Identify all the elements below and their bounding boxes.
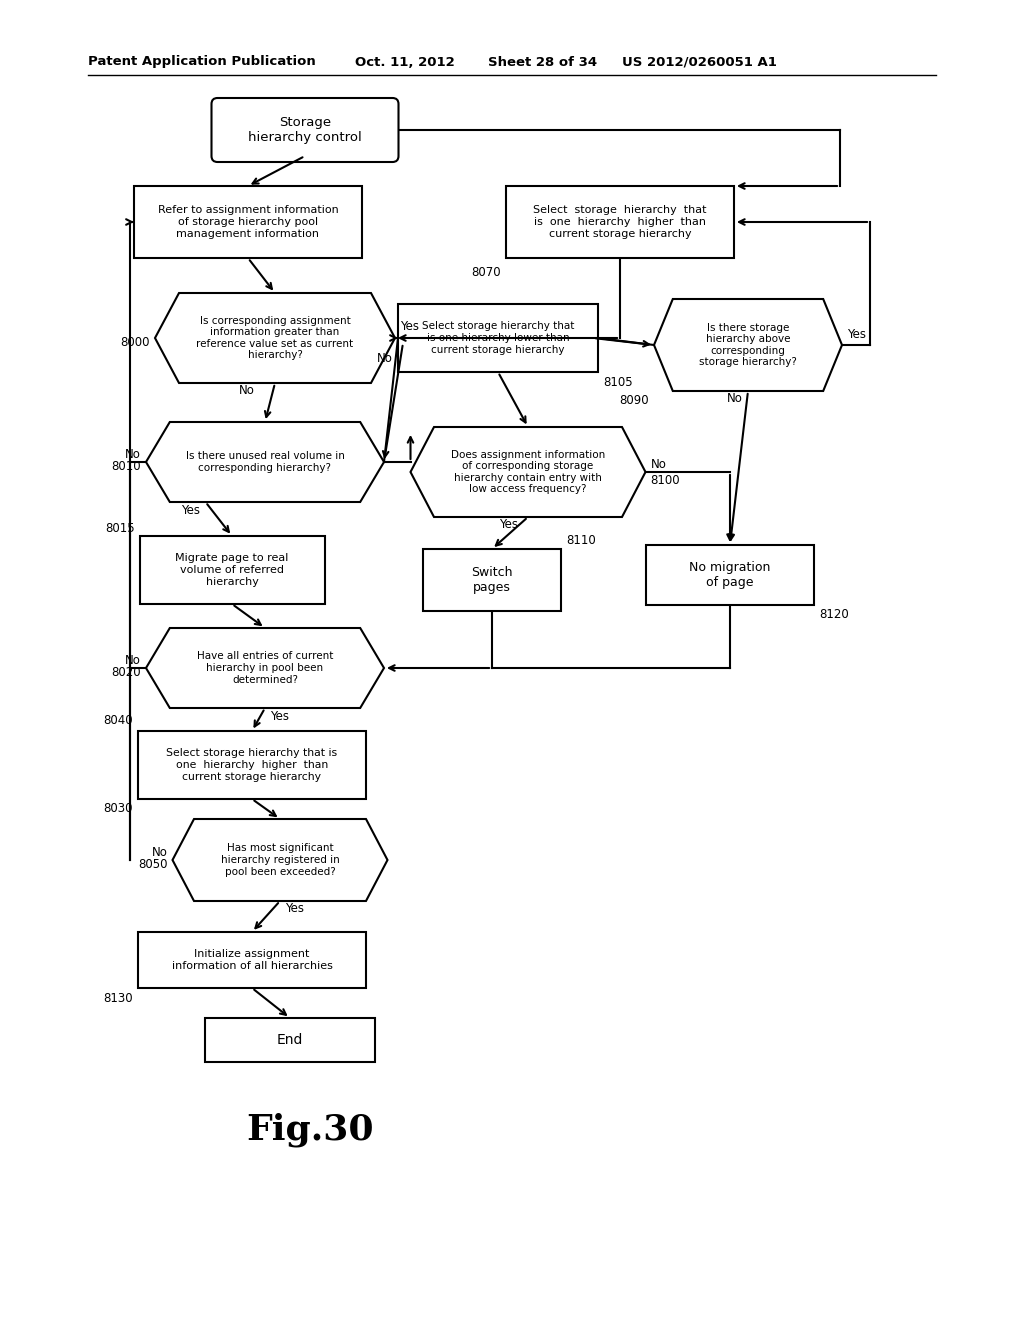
Text: Select storage hierarchy that
is one hierarchy lower than
current storage hierar: Select storage hierarchy that is one hie… [422, 321, 574, 355]
Text: US 2012/0260051 A1: US 2012/0260051 A1 [622, 55, 777, 69]
Text: 8130: 8130 [103, 991, 133, 1005]
Text: Yes: Yes [285, 903, 304, 916]
Text: 8120: 8120 [819, 609, 849, 622]
Text: No: No [727, 392, 743, 405]
Bar [423, 549, 561, 611]
Text: No: No [125, 447, 141, 461]
Text: Switch
pages: Switch pages [471, 566, 513, 594]
Text: 8090: 8090 [620, 395, 649, 408]
Text: Select storage hierarchy that is
one  hierarchy  higher  than
current storage hi: Select storage hierarchy that is one hie… [167, 748, 338, 781]
Text: 8050: 8050 [138, 858, 168, 871]
Text: Sheet 28 of 34: Sheet 28 of 34 [488, 55, 597, 69]
Text: Is corresponding assignment
information greater than
reference value set as curr: Is corresponding assignment information … [197, 315, 353, 360]
FancyBboxPatch shape [212, 98, 398, 162]
Text: Storage
hierarchy control: Storage hierarchy control [248, 116, 361, 144]
Text: Patent Application Publication: Patent Application Publication [88, 55, 315, 69]
Text: No migration
of page: No migration of page [689, 561, 771, 589]
Bar [138, 932, 366, 987]
Text: Is there storage
hierarchy above
corresponding
storage hierarchy?: Is there storage hierarchy above corresp… [699, 322, 797, 367]
Bar [139, 536, 325, 605]
Bar [134, 186, 362, 257]
Text: No: No [377, 351, 393, 364]
Text: Have all entries of current
hierarchy in pool been
determined?: Have all entries of current hierarchy in… [197, 651, 333, 685]
Bar [138, 731, 366, 799]
Text: 8000: 8000 [121, 337, 150, 350]
Text: 8070: 8070 [471, 265, 501, 279]
Text: No: No [152, 846, 168, 858]
Bar [646, 545, 814, 605]
Polygon shape [146, 422, 384, 502]
Text: No: No [240, 384, 255, 397]
Text: 8105: 8105 [603, 375, 633, 388]
Text: Refer to assignment information
of storage hierarchy pool
management information: Refer to assignment information of stora… [158, 206, 338, 239]
Text: Yes: Yes [270, 710, 289, 722]
Text: Has most significant
hierarchy registered in
pool been exceeded?: Has most significant hierarchy registere… [220, 843, 339, 876]
Text: Oct. 11, 2012: Oct. 11, 2012 [355, 55, 455, 69]
Polygon shape [172, 818, 387, 902]
Text: Fig.30: Fig.30 [246, 1113, 374, 1147]
Text: Yes: Yes [181, 503, 201, 516]
Text: No: No [125, 653, 141, 667]
Text: 8010: 8010 [112, 461, 141, 474]
Bar [506, 186, 734, 257]
Text: Yes: Yes [847, 329, 866, 342]
Text: Initialize assignment
information of all hierarchies: Initialize assignment information of all… [172, 949, 333, 970]
Text: 8100: 8100 [650, 474, 680, 487]
Text: 8020: 8020 [112, 667, 141, 680]
Bar [205, 1018, 375, 1063]
Text: Yes: Yes [499, 519, 518, 532]
Text: Migrate page to real
volume of referred
hierarchy: Migrate page to real volume of referred … [175, 553, 289, 586]
Text: End: End [276, 1034, 303, 1047]
Text: Select  storage  hierarchy  that
is  one  hierarchy  higher  than
current storag: Select storage hierarchy that is one hie… [534, 206, 707, 239]
Text: No: No [650, 458, 667, 470]
Bar [398, 304, 598, 372]
Polygon shape [155, 293, 395, 383]
Polygon shape [654, 300, 842, 391]
Text: Does assignment information
of corresponding storage
hierarchy contain entry wit: Does assignment information of correspon… [451, 450, 605, 495]
Text: 8015: 8015 [104, 521, 134, 535]
Polygon shape [411, 426, 645, 517]
Text: 8030: 8030 [103, 803, 133, 816]
Polygon shape [146, 628, 384, 708]
Text: 8040: 8040 [103, 714, 133, 727]
Text: Is there unused real volume in
corresponding hierarchy?: Is there unused real volume in correspon… [185, 451, 344, 473]
Text: Yes: Yes [400, 319, 419, 333]
Text: 8110: 8110 [566, 535, 596, 548]
